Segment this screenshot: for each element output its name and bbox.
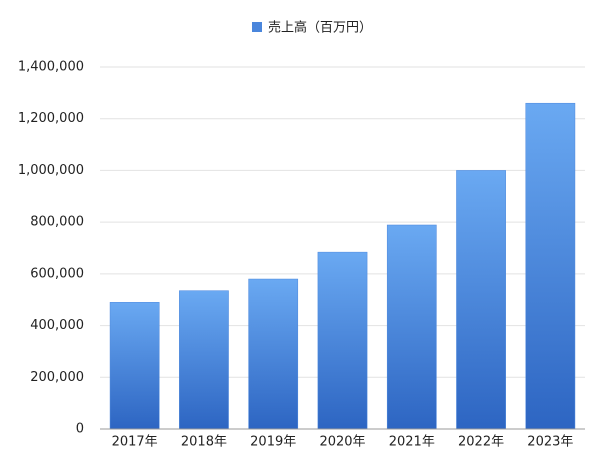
y-tick-label: 1,200,000 bbox=[18, 111, 84, 126]
legend-label: 売上高（百万円） bbox=[268, 20, 372, 36]
bar bbox=[179, 290, 229, 430]
bar bbox=[386, 224, 437, 430]
y-tick-label: 0 bbox=[76, 422, 84, 437]
y-tick-label: 1,400,000 bbox=[18, 60, 84, 75]
bar bbox=[456, 170, 506, 430]
y-tick-label: 600,000 bbox=[30, 266, 84, 281]
x-tick-label: 2017年 bbox=[112, 435, 158, 450]
x-tick-label: 2018年 bbox=[181, 435, 227, 450]
x-tick-label: 2021年 bbox=[389, 435, 435, 450]
bar bbox=[248, 278, 299, 430]
y-tick-label: 400,000 bbox=[30, 318, 84, 333]
x-tick-label: 2023年 bbox=[527, 435, 573, 450]
y-tick-label: 1,000,000 bbox=[18, 163, 84, 178]
x-tick-label: 2022年 bbox=[458, 435, 504, 450]
bar bbox=[109, 302, 160, 430]
legend-swatch bbox=[252, 22, 262, 32]
bar bbox=[525, 102, 576, 430]
y-tick-label: 800,000 bbox=[30, 215, 84, 230]
bar bbox=[317, 251, 368, 430]
x-tick-label: 2020年 bbox=[319, 435, 365, 450]
x-tick-label: 2019年 bbox=[250, 435, 296, 450]
y-tick-label: 200,000 bbox=[30, 370, 84, 385]
